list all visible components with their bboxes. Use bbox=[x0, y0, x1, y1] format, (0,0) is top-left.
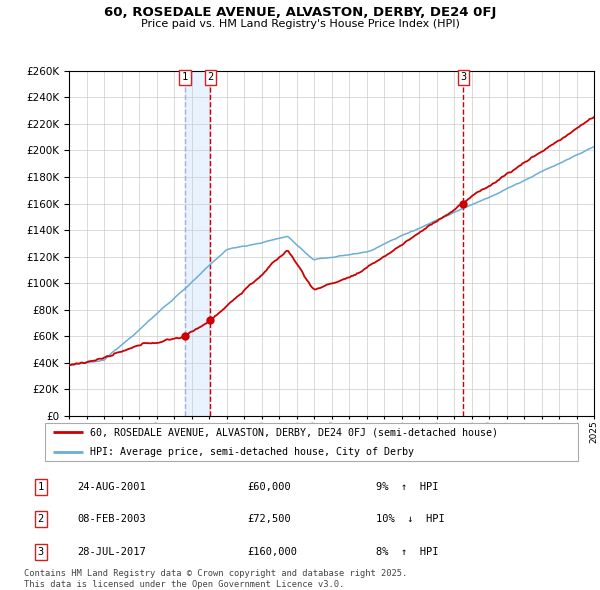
Text: 2: 2 bbox=[208, 73, 214, 83]
Text: £160,000: £160,000 bbox=[247, 548, 297, 558]
FancyBboxPatch shape bbox=[45, 423, 578, 461]
Text: 24-AUG-2001: 24-AUG-2001 bbox=[77, 482, 146, 492]
Text: 10%  ↓  HPI: 10% ↓ HPI bbox=[376, 514, 444, 524]
Text: 60, ROSEDALE AVENUE, ALVASTON, DERBY, DE24 0FJ (semi-detached house): 60, ROSEDALE AVENUE, ALVASTON, DERBY, DE… bbox=[89, 427, 497, 437]
Text: £60,000: £60,000 bbox=[247, 482, 291, 492]
Text: 1: 1 bbox=[182, 73, 188, 83]
Text: 8%  ↑  HPI: 8% ↑ HPI bbox=[376, 548, 438, 558]
Text: 28-JUL-2017: 28-JUL-2017 bbox=[77, 548, 146, 558]
Text: £72,500: £72,500 bbox=[247, 514, 291, 524]
Bar bbox=[185, 71, 211, 416]
Text: 3: 3 bbox=[460, 73, 467, 83]
Text: 08-FEB-2003: 08-FEB-2003 bbox=[77, 514, 146, 524]
Text: Price paid vs. HM Land Registry's House Price Index (HPI): Price paid vs. HM Land Registry's House … bbox=[140, 19, 460, 29]
Text: 3: 3 bbox=[38, 548, 44, 558]
Text: 1: 1 bbox=[38, 482, 44, 492]
Text: 60, ROSEDALE AVENUE, ALVASTON, DERBY, DE24 0FJ: 60, ROSEDALE AVENUE, ALVASTON, DERBY, DE… bbox=[104, 6, 496, 19]
Text: HPI: Average price, semi-detached house, City of Derby: HPI: Average price, semi-detached house,… bbox=[89, 447, 413, 457]
Text: Contains HM Land Registry data © Crown copyright and database right 2025.
This d: Contains HM Land Registry data © Crown c… bbox=[24, 569, 407, 589]
Text: 2: 2 bbox=[38, 514, 44, 524]
Text: 9%  ↑  HPI: 9% ↑ HPI bbox=[376, 482, 438, 492]
